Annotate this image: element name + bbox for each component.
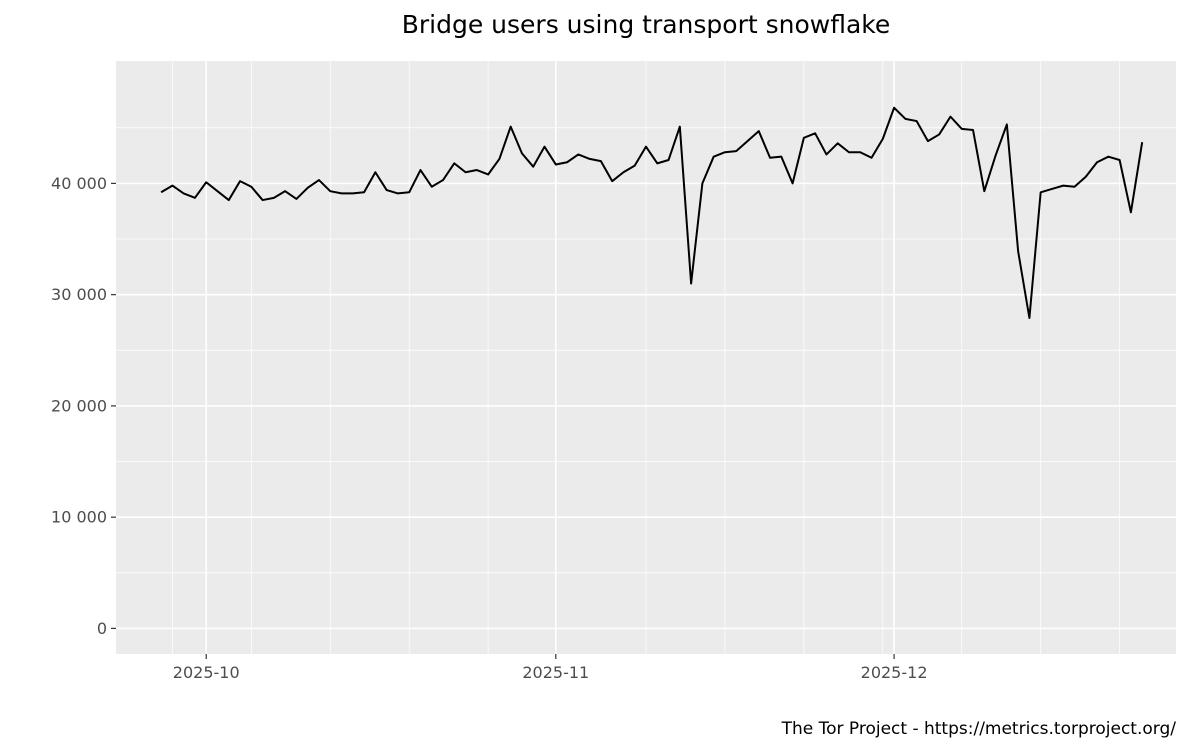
y-axis: 0 10 000 20 000 30 000 40 000 [51,174,116,638]
grid-minor [116,61,1176,654]
x-tick-label: 2025-12 [861,663,928,682]
chart-caption: The Tor Project - https://metrics.torpro… [781,719,1177,739]
y-tick-label: 20 000 [51,396,107,415]
y-tick-label: 30 000 [51,285,107,304]
x-axis: 2025-10 2025-11 2025-12 [173,654,928,682]
y-tick-label: 0 [97,619,107,638]
x-tick-label: 2025-11 [522,663,589,682]
series-line [160,106,1144,319]
y-tick-label: 10 000 [51,508,107,527]
y-tick-label: 40 000 [51,174,107,193]
x-tick-label: 2025-10 [173,663,240,682]
chart-title: Bridge users using transport snowflake [402,10,891,39]
grid-major [116,61,1176,654]
